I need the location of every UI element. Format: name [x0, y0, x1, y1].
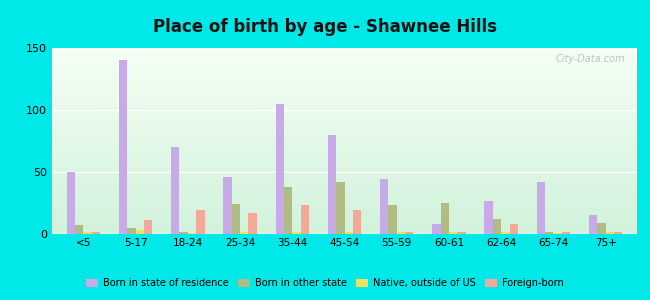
Bar	[328, 135, 336, 234]
Bar	[336, 182, 344, 234]
Bar	[83, 232, 92, 234]
Bar	[144, 220, 152, 234]
Bar	[92, 232, 100, 234]
Bar	[127, 228, 136, 234]
Bar	[136, 230, 144, 234]
Bar	[224, 177, 231, 234]
Bar	[589, 215, 597, 234]
Bar	[562, 232, 570, 234]
Bar	[493, 219, 501, 234]
Bar	[553, 233, 562, 234]
Bar	[196, 210, 205, 234]
Bar	[597, 223, 606, 234]
Bar	[276, 104, 284, 234]
Bar	[66, 172, 75, 234]
Bar	[389, 206, 396, 234]
Bar	[545, 232, 553, 234]
Bar	[292, 232, 301, 234]
Bar	[614, 232, 623, 234]
Bar	[231, 204, 240, 234]
Bar	[240, 232, 248, 234]
Bar	[606, 232, 614, 234]
Text: Place of birth by age - Shawnee Hills: Place of birth by age - Shawnee Hills	[153, 18, 497, 36]
Bar	[284, 187, 292, 234]
Bar	[441, 203, 449, 234]
Bar	[484, 200, 493, 234]
Bar	[432, 224, 441, 234]
Bar	[248, 213, 257, 234]
Bar	[537, 182, 545, 234]
Bar	[405, 232, 413, 234]
Bar	[458, 232, 465, 234]
Bar	[449, 232, 458, 234]
Bar	[510, 224, 518, 234]
Bar	[171, 147, 179, 234]
Bar	[179, 232, 188, 234]
Bar	[380, 179, 389, 234]
Bar	[75, 225, 83, 234]
Legend: Born in state of residence, Born in other state, Native, outside of US, Foreign-: Born in state of residence, Born in othe…	[83, 274, 567, 292]
Bar	[396, 232, 405, 234]
Bar	[188, 233, 196, 234]
Bar	[344, 232, 353, 234]
Bar	[501, 232, 510, 234]
Text: City-Data.com: City-Data.com	[556, 54, 625, 64]
Bar	[119, 60, 127, 234]
Bar	[353, 210, 361, 234]
Bar	[300, 206, 309, 234]
